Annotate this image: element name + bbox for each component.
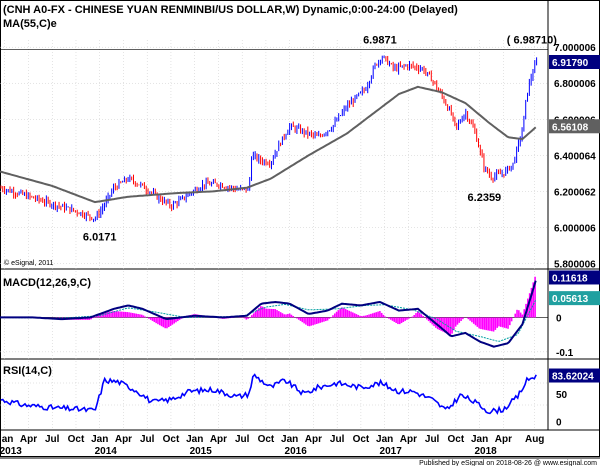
x-month-label: Jan xyxy=(281,434,298,445)
x-month-label: Jul xyxy=(45,434,60,445)
x-year-label: 2018 xyxy=(474,446,497,457)
x-year-label: 2017 xyxy=(380,446,403,457)
macd-tick-label: 0 xyxy=(556,313,562,324)
x-month-label: Oct xyxy=(258,434,275,445)
price-tick-label: 5.800006 xyxy=(554,259,596,270)
ma-legend: MA(55,C)e xyxy=(3,18,57,30)
x-month-label: Jul xyxy=(330,434,345,445)
x-month-label: Jul xyxy=(425,434,440,445)
macd-badge-label: 0.11618 xyxy=(552,273,588,284)
price-tick-label: 7.000006 xyxy=(554,43,596,54)
macd-badge xyxy=(549,270,600,285)
price-tick-label: 6.200062 xyxy=(554,187,596,198)
chart-title: (CNH A0-FX - CHINESE YUAN RENMINBI/US DO… xyxy=(3,4,458,16)
price-annotation: 6.9871 xyxy=(363,35,397,47)
macd-badge-label: 0.05613 xyxy=(552,294,589,305)
price-annotation: ( 6.98710) xyxy=(507,35,557,47)
price-tick-label: 6.400064 xyxy=(554,151,596,162)
x-month-label: Apr xyxy=(305,434,322,445)
x-month-label: Jan xyxy=(0,434,13,445)
rsi-badge xyxy=(549,368,600,383)
price-badge xyxy=(549,54,600,69)
price-badge-label: 6.91790 xyxy=(552,58,589,69)
macd-badge xyxy=(549,291,600,306)
x-year-label: 2014 xyxy=(95,446,118,457)
rsi-tick-label: 0 xyxy=(556,418,562,429)
price-badge-label: 6.56108 xyxy=(552,122,589,133)
x-month-label: Aug xyxy=(525,434,544,445)
price-annotation: 6.2359 xyxy=(468,192,502,204)
x-year-label: 2016 xyxy=(285,446,308,457)
publisher-footer: Published by eSignal on 2018-08-26 @ www… xyxy=(419,460,597,466)
macd-signal-line xyxy=(0,299,537,342)
x-month-label: Jan xyxy=(471,434,488,445)
price-tick-label: 6.800006 xyxy=(554,79,596,90)
x-month-label: Apr xyxy=(20,434,37,445)
x-month-label: Jan xyxy=(91,434,108,445)
esignal-credit: © eSignal, 2011 xyxy=(4,259,54,267)
macd-tick-label: -0.1 xyxy=(556,348,574,359)
x-month-label: Oct xyxy=(448,434,465,445)
x-year-label: 2015 xyxy=(190,446,213,457)
x-month-label: Oct xyxy=(353,434,370,445)
rsi-line xyxy=(0,373,537,415)
rsi-badge-label: 83.62024 xyxy=(552,372,594,383)
price-annotation: 6.0171 xyxy=(83,231,117,243)
x-month-label: Jul xyxy=(235,434,250,445)
x-month-label: Jan xyxy=(376,434,393,445)
x-month-label: Apr xyxy=(400,434,417,445)
rsi-tick-label: 50 xyxy=(556,390,568,401)
x-year-label: 2013 xyxy=(0,446,22,457)
macd-legend: MACD(12,26,9,C) xyxy=(3,277,91,289)
x-month-label: Oct xyxy=(163,434,180,445)
x-month-label: Jan xyxy=(186,434,203,445)
x-month-label: Oct xyxy=(68,434,85,445)
x-month-label: Apr xyxy=(210,434,227,445)
price-tick-label: 6.000006 xyxy=(554,223,596,234)
price-badge xyxy=(549,119,600,134)
ma-55-line xyxy=(0,85,537,204)
x-month-label: Apr xyxy=(495,434,512,445)
rsi-legend: RSI(14,C) xyxy=(3,365,52,377)
macd-line xyxy=(0,280,537,348)
x-month-label: Jul xyxy=(140,434,155,445)
x-month-label: Apr xyxy=(115,434,132,445)
